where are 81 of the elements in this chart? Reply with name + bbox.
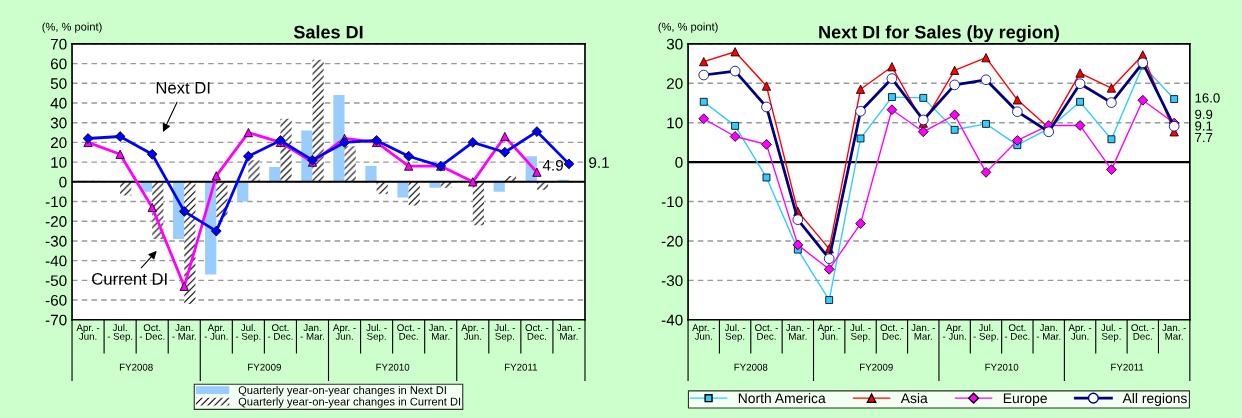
y-tick-label: -30 xyxy=(661,275,683,287)
y-tick-label: 20 xyxy=(666,78,683,89)
x-tick-label: Jan. - Mar. xyxy=(1036,324,1061,340)
x-tick-label: Apr. - Jun. xyxy=(692,324,715,340)
x-tick-label: Apr. - Jun. xyxy=(76,324,100,340)
y-tick-label: -10 xyxy=(661,196,683,208)
x-tick-label: Jul. - Sep. xyxy=(973,323,999,342)
data-label: 9.1 xyxy=(589,157,609,168)
data-label: 7.7 xyxy=(1195,132,1213,143)
text: FY2011 xyxy=(505,363,538,371)
x-tick-label: Jul. - Sep. xyxy=(494,323,515,342)
x-tick-label: Oct. - Dec. xyxy=(267,324,293,340)
x-tick-label: Jul. - Sep. xyxy=(107,323,133,342)
legend-label: All regions xyxy=(1122,392,1187,406)
data-label: 9.1 xyxy=(1195,121,1213,131)
chart-title: Next DI for Sales (by region) xyxy=(819,25,1059,43)
x-tick-label: Oct. - Dec. xyxy=(880,324,904,340)
text: FY2008 xyxy=(734,363,768,371)
legend-label: North America xyxy=(738,392,826,404)
legend-label: Quarterly year-on-year changes in Current DI xyxy=(238,397,461,408)
y-tick-label: 30 xyxy=(666,38,683,50)
y-tick-label: 10 xyxy=(51,156,67,168)
text: Next DI xyxy=(156,82,210,94)
text: FY2010 xyxy=(985,363,1019,371)
x-tick-label: Jan. - Mar. xyxy=(428,324,453,340)
y-tick-label: -30 xyxy=(45,235,67,247)
legend-label: Asia xyxy=(900,392,928,404)
series-label: Current DI xyxy=(92,273,167,285)
x-tick-label: Jul. - Sep. xyxy=(235,323,261,342)
y-tick-label: 10 xyxy=(667,117,683,129)
x-tick-label: Oct. - Dec. xyxy=(755,324,778,340)
x-tick-label: Jan. - Mar. xyxy=(172,324,196,340)
x-tick-label: Oct. - Dec. xyxy=(525,324,549,340)
text: FY2010 xyxy=(376,363,410,371)
y-tick-label: 0 xyxy=(59,176,67,188)
x-tick-label: Jul. - Sep. xyxy=(724,323,746,342)
y-tick-label: 30 xyxy=(50,117,67,129)
y-tick-label: -70 xyxy=(45,314,67,326)
x-tick-label: Apr. - Jun. xyxy=(204,324,228,340)
y-tick-label: 20 xyxy=(50,137,67,149)
x-tick-label: Apr. - Jun. xyxy=(461,324,484,340)
y-tick-label: -10 xyxy=(45,196,67,208)
text: FY2009 xyxy=(248,363,281,371)
y-tick-label: -50 xyxy=(45,275,67,287)
data-label: 4.9 xyxy=(542,159,563,171)
x-tick-label: Jan. - Mar. xyxy=(1162,324,1186,340)
x-tick-label: Jan. - Mar. xyxy=(911,324,935,340)
x-tick-label: Oct. - Dec. xyxy=(397,324,421,340)
y-tick-label: -40 xyxy=(45,255,67,267)
x-tick-label: Apr. - Jun. xyxy=(942,324,966,340)
x-tick-label: Apr. - Jun. xyxy=(817,324,841,340)
y-tick-label: 50 xyxy=(50,78,67,89)
data-label: 9.9 xyxy=(1195,109,1213,119)
legend-label: Quarterly year-on-year changes in Next DI xyxy=(238,385,446,397)
data-label: 16.0 xyxy=(1195,93,1220,103)
y-tick-label: 0 xyxy=(675,156,683,168)
y-tick-label: -40 xyxy=(661,314,683,326)
legend-label: Europe xyxy=(1003,393,1047,406)
y-tick-label: -60 xyxy=(45,294,67,306)
x-tick-label: Jul. - Sep. xyxy=(1101,323,1122,342)
y-tick-label: -20 xyxy=(661,235,683,247)
text: FY2008 xyxy=(119,363,153,371)
y-tick-label: 60 xyxy=(50,58,67,70)
x-tick-label: Jan. - Mar. xyxy=(556,324,581,340)
y-tick-label: -20 xyxy=(45,216,67,227)
x-tick-label: Jan. - Mar. xyxy=(300,324,325,340)
x-tick-label: Oct. - Dec. xyxy=(139,324,165,340)
x-tick-label: Jan. - Mar. xyxy=(785,324,810,340)
x-tick-label: Jul. - Sep. xyxy=(366,323,387,342)
x-tick-label: Apr. - Jun. xyxy=(1068,324,1092,340)
x-tick-label: Oct. - Dec. xyxy=(1131,324,1155,340)
y-axis-title: (%, % point) xyxy=(42,22,102,33)
text: FY2011 xyxy=(1111,363,1144,371)
x-tick-label: Apr. - Jun. xyxy=(332,324,356,340)
x-tick-label: Jul. - Sep. xyxy=(850,323,871,342)
y-axis-title: (%, % point) xyxy=(658,22,718,33)
text: FY2009 xyxy=(860,363,893,371)
y-tick-label: 70 xyxy=(50,38,67,50)
y-tick-label: 40 xyxy=(50,97,67,109)
chart-title: Sales DI xyxy=(293,25,363,39)
x-tick-label: Oct. - Dec. xyxy=(1004,324,1030,340)
